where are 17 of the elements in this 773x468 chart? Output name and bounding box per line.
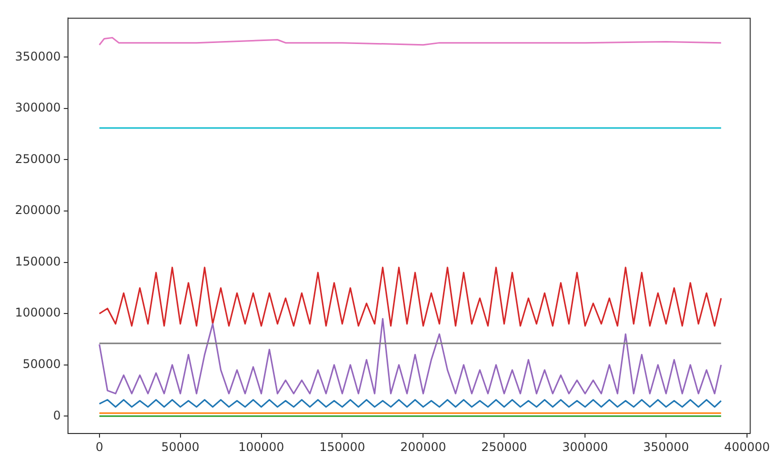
- y-tick-label: 350000: [14, 49, 61, 64]
- x-tick-label: 100000: [238, 440, 284, 454]
- x-tick-label: 350000: [643, 440, 689, 454]
- y-tick-label: 250000: [14, 152, 61, 166]
- x-tick-label: 300000: [562, 440, 608, 454]
- y-tick-label: 200000: [14, 203, 61, 218]
- y-tick-label: 0: [53, 408, 61, 422]
- x-tick-label: 50000: [161, 440, 200, 454]
- x-tick-label: 150000: [319, 440, 366, 454]
- x-tick-label: 250000: [481, 440, 528, 454]
- x-tick-label: 0: [96, 440, 104, 454]
- x-tick-label: 400000: [724, 440, 770, 454]
- x-tick-label: 200000: [400, 440, 446, 454]
- y-tick-label: 100000: [14, 306, 61, 320]
- y-tick-label: 50000: [22, 357, 61, 372]
- y-tick-label: 150000: [14, 254, 61, 268]
- y-tick-label: 300000: [14, 100, 61, 115]
